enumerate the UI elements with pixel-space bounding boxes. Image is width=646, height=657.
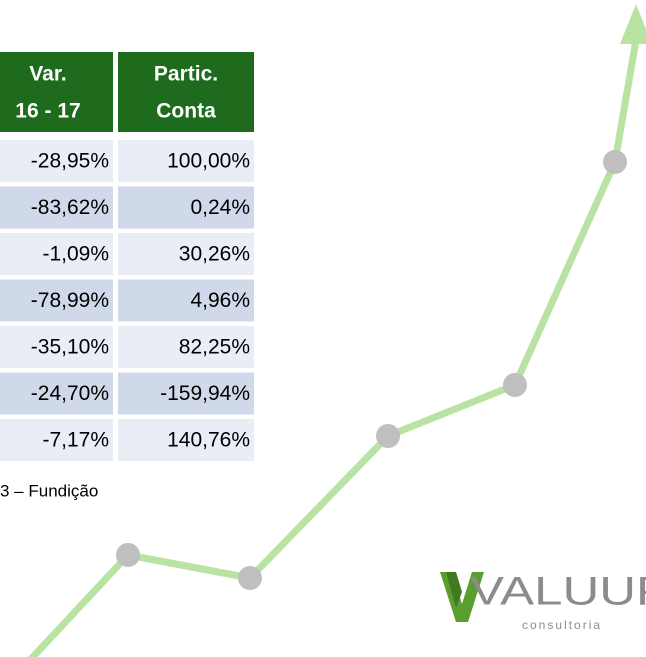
header-text: Partic. [154,63,218,86]
cell-text: -159,94% [160,382,250,405]
logo-icon-shade [446,572,462,608]
cell-text: -83,62% [31,196,109,219]
cell [0,140,113,182]
cell-text: 140,76% [167,429,250,452]
header-text: 16 - 17 [15,100,80,123]
cell [118,140,254,182]
arrow-dot [503,373,527,397]
cell-text: -7,17% [42,429,109,452]
cell-text: -78,99% [31,289,109,312]
cell-text: 100,00% [167,150,250,173]
cell [0,233,113,275]
cell-text: -28,95% [31,150,109,173]
logo-tagline: consultoria [522,618,602,632]
cell [0,372,113,415]
cell-text: -1,09% [42,243,109,266]
header-text: Conta [156,100,216,123]
cell [118,279,254,322]
cell [118,419,254,461]
cell-text: 0,24% [190,196,250,219]
logo-name: VALUUP [470,570,646,614]
cell [118,186,254,229]
caption: 3 – Fundição [0,481,98,500]
cell [0,279,113,322]
header-cell [0,52,113,132]
header-cell [118,52,254,132]
arrow-dot [603,150,627,174]
logo: VALUUP consultoria [440,570,646,632]
arrow-dot [238,566,262,590]
cell-text: 4,96% [190,289,250,312]
cell [0,186,113,229]
header-text: Var. [29,63,66,86]
cell-text: 82,25% [179,336,250,359]
table: Var. 16 - 17 Partic. Conta -28,95% 100,00% -83… [0,52,254,461]
cell-text: -24,70% [31,382,109,405]
cell [0,419,113,461]
arrow-dot [116,543,140,567]
growth-arrow [28,4,646,657]
cell-text: 30,26% [179,243,250,266]
cell-text: -35,10% [31,336,109,359]
arrow-head [620,4,646,44]
cell [0,326,113,368]
cell [118,233,254,275]
cell [118,326,254,368]
cell [118,372,254,415]
arrow-dot [376,424,400,448]
